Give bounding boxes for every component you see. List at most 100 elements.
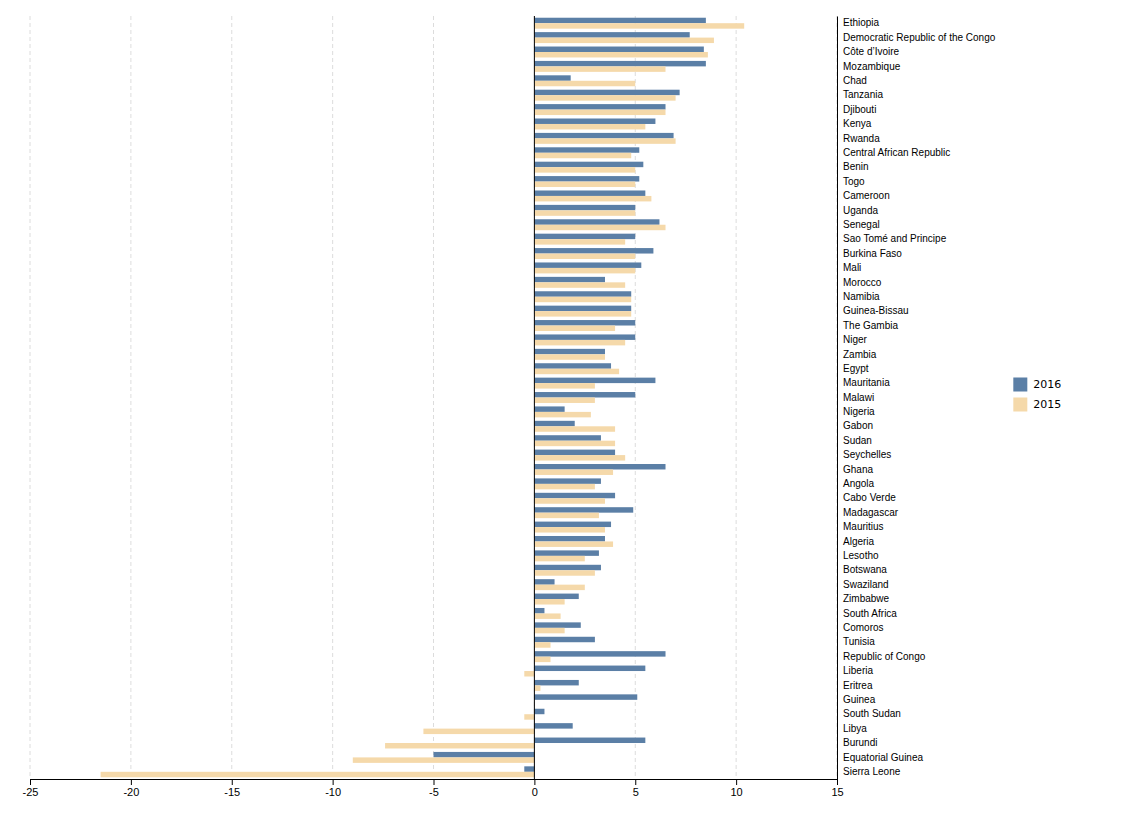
bar — [534, 594, 578, 599]
x-tick-label: -20 — [123, 786, 139, 798]
bar — [534, 326, 615, 331]
y-tick-label: Tunisia — [843, 636, 875, 647]
y-tick-label: Côte d’Ivoire — [843, 46, 900, 57]
y-tick: Nigeria — [837, 406, 875, 417]
y-tick-label: Tanzania — [843, 89, 883, 100]
x-tick-label: -10 — [325, 786, 341, 798]
y-tick: Cameroon — [837, 190, 890, 201]
bar — [534, 81, 635, 86]
y-tick: Cabo Verde — [837, 492, 896, 503]
bar — [534, 147, 639, 152]
x-tick: -10 — [325, 779, 341, 798]
y-tick-label: Madagascar — [843, 507, 899, 518]
y-tick: Eritrea — [837, 680, 873, 691]
y-tick: Togo — [837, 176, 865, 187]
bar — [534, 550, 599, 555]
y-tick: Burundi — [837, 737, 877, 748]
bar — [534, 421, 574, 426]
x-tick: 5 — [633, 779, 639, 798]
y-tick: Ethiopia — [837, 17, 880, 28]
bar — [534, 565, 601, 570]
bar — [534, 378, 655, 383]
x-tick-mark — [30, 779, 31, 785]
y-tick-label: Liberia — [843, 665, 873, 676]
bar — [534, 666, 645, 671]
bar — [101, 772, 535, 777]
y-tick: Seychelles — [837, 449, 891, 460]
bar — [534, 354, 605, 359]
bar — [534, 47, 703, 52]
grid-line — [736, 16, 737, 779]
y-tick-label: South Sudan — [843, 708, 901, 719]
bar — [534, 608, 544, 613]
bar — [534, 167, 635, 172]
x-tick: -25 — [23, 779, 39, 798]
y-tick: Tanzania — [837, 89, 883, 100]
x-tick: 0 — [532, 779, 538, 798]
bar — [534, 637, 595, 642]
x-tick-label: 5 — [633, 786, 639, 798]
y-tick-label: Comoros — [843, 622, 884, 633]
y-tick-label: Central African Republic — [843, 147, 950, 158]
x-axis: -25-20-15-10-5051015 — [23, 779, 844, 798]
y-tick: Mauritania — [837, 377, 890, 388]
y-tick: Central African Republic — [837, 147, 950, 158]
y-tick: South Africa — [837, 608, 897, 619]
y-tick-label: Zambia — [843, 349, 877, 360]
y-tick-label: Benin — [843, 161, 869, 172]
x-tick-mark — [333, 779, 334, 785]
bar — [534, 306, 631, 311]
y-tick-label: Mali — [843, 262, 861, 273]
bar — [534, 162, 643, 167]
bar — [534, 392, 635, 397]
y-tick-label: Malawi — [843, 392, 874, 403]
y-tick: Côte d’Ivoire — [837, 46, 900, 57]
y-tick-label: South Africa — [843, 608, 897, 619]
zero-line — [534, 16, 535, 779]
grid-line — [231, 16, 232, 779]
y-tick-label: Guinea — [843, 694, 876, 705]
bar — [534, 291, 631, 296]
bar — [534, 406, 564, 411]
y-tick: Sao Tomé and Principe — [837, 233, 947, 244]
y-tick: South Sudan — [837, 708, 901, 719]
bar — [534, 513, 599, 518]
bar — [534, 493, 615, 498]
bar — [534, 104, 665, 109]
y-tick-label: Djibouti — [843, 104, 876, 115]
y-tick: Niger — [837, 334, 868, 345]
x-tick-label: -5 — [429, 786, 439, 798]
bar — [434, 752, 535, 757]
bar — [534, 349, 605, 354]
bar — [534, 110, 665, 115]
bar — [534, 369, 619, 374]
y-tick-label: Botswana — [843, 564, 887, 575]
x-tick-mark — [635, 779, 636, 785]
bar — [534, 138, 675, 143]
bar — [534, 570, 595, 575]
bar — [534, 262, 641, 267]
x-tick: -5 — [429, 779, 439, 798]
y-axis: EthiopiaDemocratic Republic of the Congo… — [837, 17, 996, 780]
y-tick-label: Guinea-Bissau — [843, 305, 909, 316]
bar — [534, 334, 635, 339]
grid-line — [837, 16, 838, 779]
y-tick-label: Cabo Verde — [843, 492, 896, 503]
bar — [534, 484, 595, 489]
y-tick-label: Morocco — [843, 277, 882, 288]
y-tick: Equatorial Guinea — [837, 752, 923, 763]
bar — [534, 709, 544, 714]
y-tick-label: Libya — [843, 723, 867, 734]
bar — [534, 450, 615, 455]
chart: -25-20-15-10-5051015EthiopiaDemocratic R… — [0, 0, 1127, 819]
y-tick-label: Algeria — [843, 536, 875, 547]
y-tick-label: Mauritania — [843, 377, 890, 388]
bar — [534, 38, 714, 43]
y-tick: Mozambique — [837, 61, 901, 72]
bar — [534, 469, 613, 474]
y-tick: Zimbabwe — [837, 593, 890, 604]
bar — [534, 622, 580, 627]
y-tick: Comoros — [837, 622, 884, 633]
bar — [534, 657, 550, 662]
bar — [534, 340, 625, 345]
